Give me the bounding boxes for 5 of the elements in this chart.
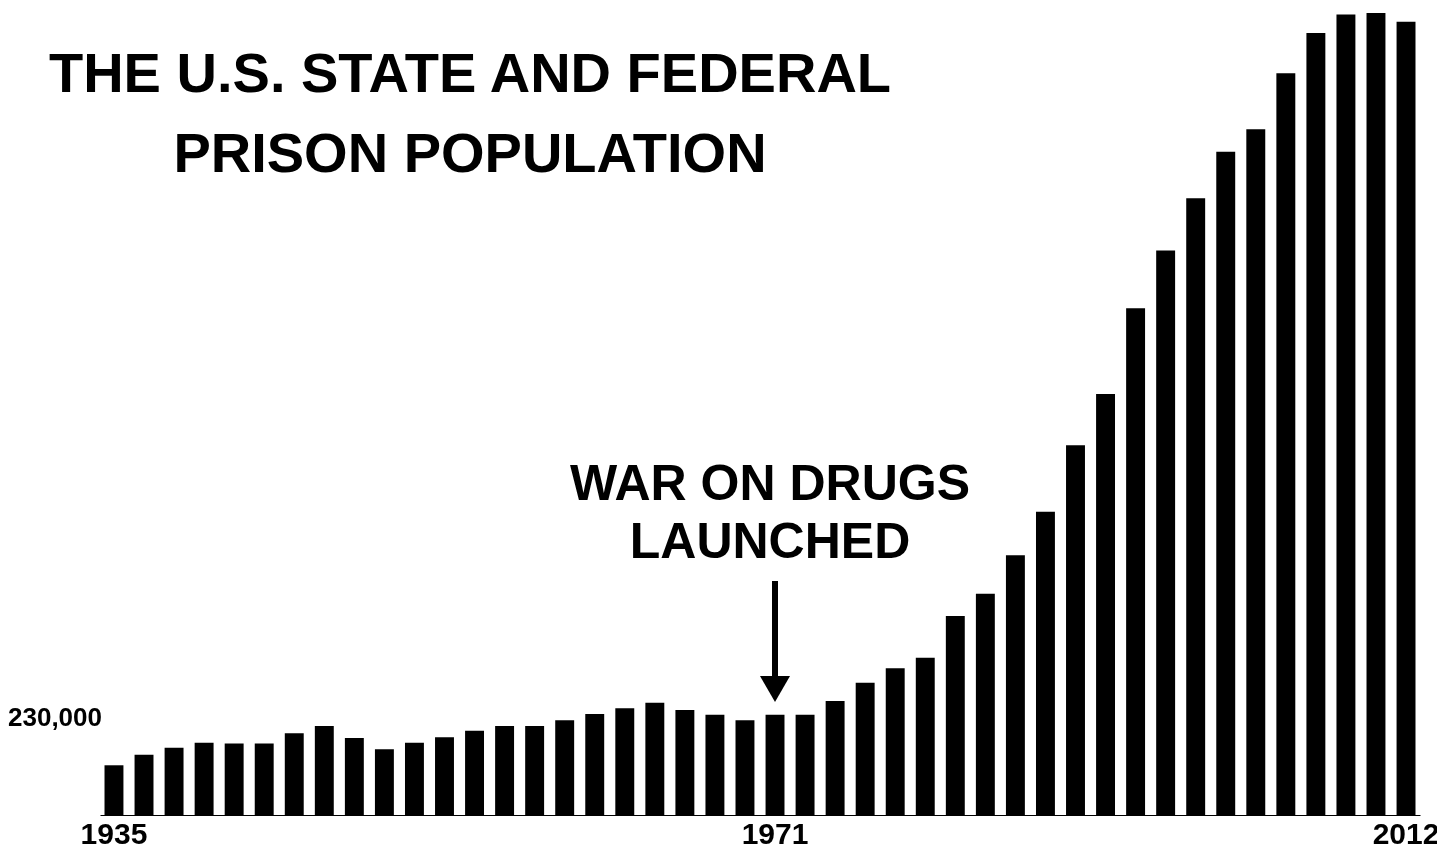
annotation: 230,000 <box>8 702 102 732</box>
x-tick-label: 1971 <box>741 816 809 850</box>
text: THE U.S. STATE AND FEDERAL PRISON POPULATION <box>48 41 892 184</box>
x-tick-label: 1935 <box>80 816 148 850</box>
annotation: WAR ON DRUGS LAUNCHED <box>570 455 970 569</box>
